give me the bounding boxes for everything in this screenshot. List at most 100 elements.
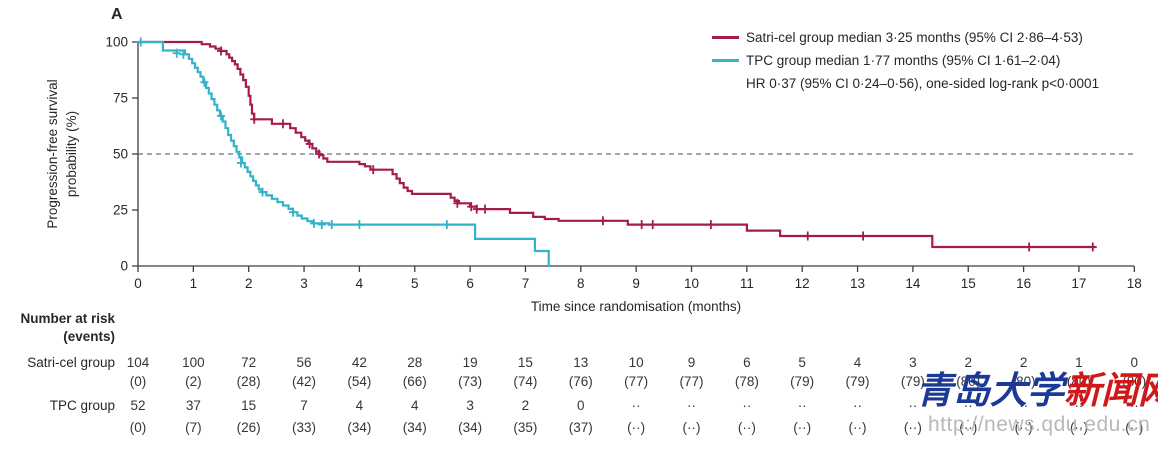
- watermark-university-name: 青岛大学: [916, 368, 1064, 412]
- risk-events-cell: (42): [292, 374, 317, 389]
- risk-events-cell: (73): [458, 374, 483, 389]
- x-tick-label: 8: [577, 276, 585, 291]
- risk-count-cell: 100: [182, 355, 205, 370]
- risk-count-cell: ··: [797, 398, 807, 413]
- panel-label: A: [111, 6, 123, 23]
- risk-count-cell: 56: [296, 355, 312, 370]
- risk-count-cell: 28: [407, 355, 423, 370]
- risk-table-events-title: (events): [63, 329, 115, 344]
- risk-events-cell: (34): [402, 420, 427, 435]
- risk-count-cell: 4: [853, 355, 862, 370]
- risk-count-cell: 10: [628, 355, 644, 370]
- risk-count-cell: 37: [185, 398, 201, 413]
- risk-events-cell: (2): [185, 374, 202, 389]
- risk-count-cell: 3: [466, 398, 474, 413]
- risk-count-cell: 42: [351, 355, 367, 370]
- x-tick-label: 9: [632, 276, 640, 291]
- x-tick-label: 17: [1071, 276, 1086, 291]
- y-tick-label: 100: [105, 35, 128, 50]
- legend-item-satri-cel: Satri-cel group median 3·25 months (95% …: [712, 26, 1099, 49]
- risk-events-cell: (80): [1011, 374, 1036, 389]
- y-tick-label: 0: [120, 259, 128, 274]
- risk-events-cell: (26): [236, 420, 261, 435]
- risk-count-cell: ··: [853, 398, 863, 413]
- risk-events-cell: (54): [347, 374, 372, 389]
- risk-events-cell: (77): [624, 374, 649, 389]
- x-tick-label: 18: [1127, 276, 1142, 291]
- y-axis-label-line1: Progression-free survival: [45, 79, 60, 229]
- risk-count-cell: 4: [410, 398, 419, 413]
- risk-events-cell: (0): [129, 374, 147, 389]
- x-tick-label: 14: [905, 276, 921, 291]
- risk-events-cell: (··): [627, 420, 646, 435]
- risk-events-cell: (··): [682, 420, 701, 435]
- x-tick-label: 5: [411, 276, 419, 291]
- legend-label-satri-cel: Satri-cel group median 3·25 months (95% …: [746, 30, 1083, 45]
- x-tick-label: 4: [356, 276, 364, 291]
- x-tick-label: 7: [522, 276, 530, 291]
- risk-events-cell: (··): [793, 420, 812, 435]
- risk-count-cell: 0: [1130, 355, 1139, 370]
- risk-count-cell: 1: [1075, 355, 1083, 370]
- risk-events-cell: (80): [1066, 374, 1091, 389]
- x-tick-label: 12: [795, 276, 810, 291]
- risk-count-cell: ··: [1074, 398, 1084, 413]
- y-tick-label: 50: [113, 147, 128, 162]
- legend-item-tpc: TPC group median 1·77 months (95% CI 1·6…: [712, 49, 1099, 72]
- watermark-url: http://news.qdu.edu.cn: [928, 413, 1151, 436]
- risk-events-cell: (··): [903, 420, 922, 435]
- risk-count-cell: ··: [908, 398, 918, 413]
- risk-events-cell: (76): [568, 374, 593, 389]
- x-tick-label: 0: [134, 276, 142, 291]
- risk-events-cell: (7): [185, 420, 202, 435]
- risk-events-cell: (34): [458, 420, 483, 435]
- risk-count-cell: 7: [300, 398, 308, 413]
- risk-count-cell: 104: [126, 355, 150, 370]
- x-tick-label: 10: [684, 276, 699, 291]
- tpc-line-swatch: [712, 59, 739, 62]
- legend: Satri-cel group median 3·25 months (95% …: [712, 26, 1099, 95]
- x-tick-label: 11: [740, 276, 754, 291]
- risk-events-cell: (74): [513, 374, 538, 389]
- risk-events-cell: (0): [129, 420, 147, 435]
- risk-count-cell: 9: [687, 355, 696, 370]
- tpc-curve: [138, 40, 551, 268]
- risk-table-title: Number at risk: [20, 311, 115, 326]
- risk-count-cell: 15: [517, 355, 533, 370]
- y-tick-label: 25: [113, 203, 128, 218]
- risk-row-label-satri-cel: Satri-cel group: [27, 355, 115, 370]
- watermark-chinese-text: 青岛大学新闻网: [916, 368, 1158, 412]
- risk-events-cell: (33): [292, 420, 317, 435]
- risk-count-cell: ··: [687, 398, 696, 413]
- risk-count-cell: 0: [577, 398, 585, 413]
- risk-count-cell: ··: [963, 398, 973, 413]
- x-tick-label: 1: [190, 276, 198, 291]
- legend-label-tpc: TPC group median 1·77 months (95% CI 1·6…: [746, 53, 1061, 68]
- x-tick-label: 15: [961, 276, 976, 291]
- x-tick-label: 6: [466, 276, 474, 291]
- risk-events-cell: (··): [1014, 420, 1033, 435]
- risk-events-cell: (35): [513, 420, 538, 435]
- risk-events-cell: (28): [236, 374, 261, 389]
- risk-count-cell: 19: [462, 355, 478, 370]
- risk-count-cell: 5: [798, 355, 806, 370]
- risk-events-cell: (··): [848, 420, 867, 435]
- x-tick-label: 13: [850, 276, 865, 291]
- risk-events-cell: (34): [347, 420, 372, 435]
- risk-events-cell: (37): [568, 420, 593, 435]
- risk-events-cell: (78): [734, 374, 759, 389]
- risk-count-cell: 6: [743, 355, 751, 370]
- satri-cel-line-swatch: [712, 36, 739, 39]
- x-tick-label: 16: [1016, 276, 1031, 291]
- risk-events-cell: (··): [959, 420, 978, 435]
- hazard-ratio-text: HR 0·37 (95% CI 0·24–0·56), one-sided lo…: [746, 76, 1100, 91]
- risk-count-cell: ··: [742, 398, 752, 413]
- risk-count-cell: 2: [1019, 355, 1028, 370]
- risk-events-cell: (66): [402, 374, 427, 389]
- risk-count-cell: 2: [521, 398, 530, 413]
- risk-count-cell: 13: [573, 355, 589, 370]
- risk-count-cell: 4: [355, 398, 364, 413]
- risk-events-cell: (79): [790, 374, 815, 389]
